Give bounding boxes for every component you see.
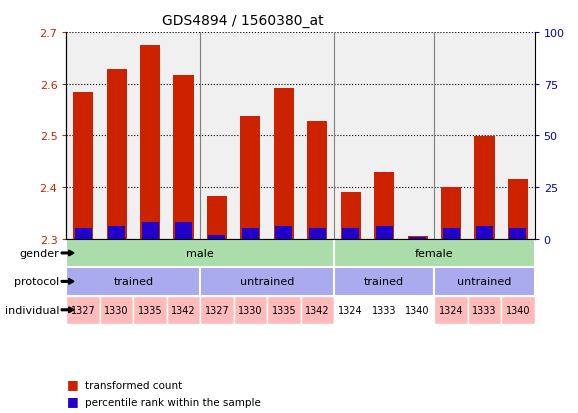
Bar <box>309 229 326 239</box>
Bar <box>234 296 267 324</box>
Text: GDS4894 / 1560380_at: GDS4894 / 1560380_at <box>162 14 324 28</box>
Bar <box>508 180 528 239</box>
Text: untrained: untrained <box>457 277 512 287</box>
Bar <box>173 76 194 239</box>
Bar <box>66 296 100 324</box>
Bar <box>509 229 527 239</box>
Text: individual: individual <box>5 305 60 315</box>
Bar <box>374 172 394 239</box>
Text: 1327: 1327 <box>205 305 229 315</box>
Text: 1330: 1330 <box>105 305 129 315</box>
Text: 1340: 1340 <box>405 305 430 315</box>
Bar <box>207 197 227 239</box>
Bar <box>240 116 261 239</box>
Text: 1327: 1327 <box>71 305 95 315</box>
Bar <box>175 223 192 239</box>
Bar <box>108 227 125 239</box>
Bar <box>334 239 535 268</box>
Text: 1333: 1333 <box>472 305 497 315</box>
Text: trained: trained <box>364 277 404 287</box>
Text: 1333: 1333 <box>372 305 397 315</box>
Bar <box>275 227 292 239</box>
Bar <box>376 227 392 239</box>
Bar <box>334 296 368 324</box>
Text: untrained: untrained <box>240 277 294 287</box>
Bar <box>242 229 259 239</box>
Bar <box>134 296 167 324</box>
Text: protocol: protocol <box>14 277 60 287</box>
Text: ■: ■ <box>66 377 78 390</box>
Bar <box>274 89 294 239</box>
Bar <box>443 229 460 239</box>
Bar <box>476 227 493 239</box>
Bar <box>409 237 426 239</box>
Bar <box>434 268 535 296</box>
Text: 1335: 1335 <box>138 305 162 315</box>
Bar <box>468 296 501 324</box>
Bar <box>66 239 334 268</box>
Bar <box>100 296 134 324</box>
Text: 1324: 1324 <box>439 305 464 315</box>
Text: trained: trained <box>113 277 153 287</box>
Bar <box>200 268 334 296</box>
Bar <box>307 122 327 239</box>
Bar <box>441 188 461 239</box>
Bar <box>140 46 160 239</box>
Bar <box>142 223 158 239</box>
Bar <box>342 229 360 239</box>
Bar <box>209 235 225 239</box>
Bar <box>66 268 200 296</box>
Text: 1340: 1340 <box>506 305 530 315</box>
Text: 1324: 1324 <box>338 305 363 315</box>
Text: 1342: 1342 <box>305 305 329 315</box>
Bar <box>407 237 428 239</box>
Bar <box>475 137 495 239</box>
Bar <box>75 229 92 239</box>
Text: gender: gender <box>20 248 60 259</box>
Bar <box>340 193 361 239</box>
Bar <box>401 296 434 324</box>
Bar <box>106 70 127 239</box>
Text: male: male <box>186 248 214 259</box>
Text: 1342: 1342 <box>171 305 196 315</box>
Bar <box>434 296 468 324</box>
Bar <box>301 296 334 324</box>
Bar <box>200 296 234 324</box>
Bar <box>73 92 93 239</box>
Bar <box>267 296 301 324</box>
Text: transformed count: transformed count <box>85 380 182 390</box>
Bar <box>501 296 535 324</box>
Text: percentile rank within the sample: percentile rank within the sample <box>85 397 261 407</box>
Text: 1335: 1335 <box>272 305 296 315</box>
Bar <box>368 296 401 324</box>
Bar <box>167 296 200 324</box>
Text: female: female <box>415 248 454 259</box>
Text: 1330: 1330 <box>238 305 262 315</box>
Bar <box>334 268 434 296</box>
Text: ■: ■ <box>66 394 78 407</box>
